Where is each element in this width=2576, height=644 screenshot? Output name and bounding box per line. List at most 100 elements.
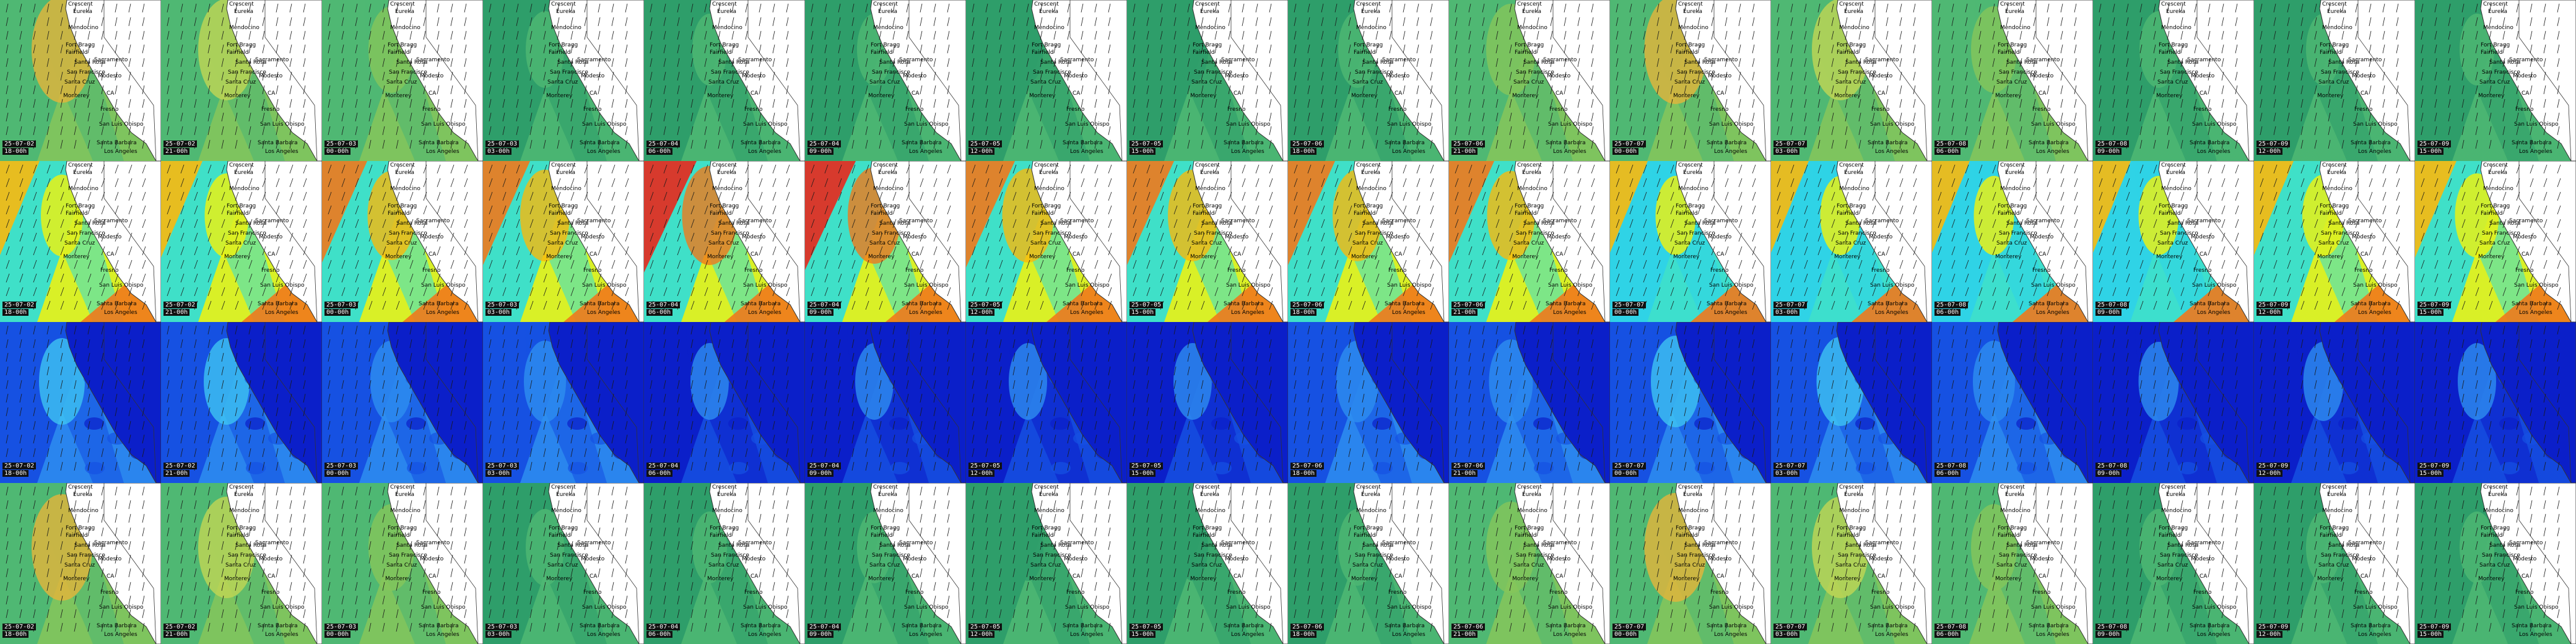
city-label: Eureka [234,170,253,176]
wind-arrow [2112,246,2117,256]
wind-arrow [1160,191,1164,201]
map-tile[interactable]: Crescent Eureka Mendocino Fort Bragg Fairfie… [2093,161,2254,322]
map-tile[interactable]: Crescent Eureka Mendocino Fort Bragg Fairfie… [1127,0,1288,161]
wind-arrow [87,71,90,81]
wind-arrow [19,85,22,95]
wind-arrow [1643,287,1647,297]
wind-arrow [1348,178,1352,188]
wind-arrow [19,273,24,283]
wind-arrow [2300,164,2305,174]
wind-arrow [1965,71,1968,81]
wind-arrow [235,339,238,349]
map-tile[interactable]: Crescent Eureka Mendocino Fort Bragg Fairfie… [1610,161,1771,322]
map-tile[interactable]: Crescent Eureka Mendocino Fort Bragg Fairfie… [483,0,644,161]
wind-arrow [289,407,292,417]
wind-arrow [2341,17,2344,27]
wind-arrow [718,126,721,136]
map-tile[interactable]: Crescent Eureka Mendocino Fort Bragg Fairfie… [322,0,483,161]
wind-arrow [2235,273,2239,283]
map-tile[interactable]: Crescent Eureka Mendocino Fort Bragg Fairfie… [1771,0,1932,161]
map-tile[interactable]: Crescent Eureka Mendocino Fort Bragg Fairfie… [1449,161,1610,322]
time-label: 18-00h [1290,309,1317,316]
wind-arrow [207,393,211,403]
wind-arrow [167,448,170,458]
map-tile[interactable]: Crescent Eureka Mendocino Fort Bragg Fairfie… [1771,161,1932,322]
wind-arrow [650,205,654,215]
map-tile[interactable]: Crescent Eureka Mendocino Fort Bragg Fairfie… [1932,0,2093,161]
map-tile[interactable]: 25-07-02 21-00h [161,322,322,483]
map-tile[interactable]: Crescent Eureka Mendocino Fort Bragg Fairfie… [1932,161,2093,322]
wind-arrow [2153,17,2156,27]
wind-arrow [1616,232,1620,242]
map-tile[interactable]: Crescent Eureka Mendocino Fort Bragg Fairfie… [2254,161,2415,322]
map-tile[interactable]: Crescent Eureka Mendocino Fort Bragg Fairfie… [322,161,483,322]
wind-arrow [115,287,119,297]
map-tile[interactable]: Crescent Eureka Mendocino Fort Bragg Fairfie… [1288,0,1449,161]
map-tile[interactable]: Crescent Eureka Mendocino Fort Bragg Fairfie… [2415,0,2576,161]
date-label: 25-07-08 [1934,302,1969,308]
map-tile[interactable]: Crescent Eureka Mendocino Fort Bragg Fairfie… [0,0,161,161]
wind-arrow [289,273,294,283]
map-tile[interactable]: Crescent Eureka Mendocino Fort Bragg Fairfie… [2415,161,2576,322]
wind-arrow [1307,44,1310,54]
land-mass [1192,0,1288,161]
wind-arrow [851,287,856,297]
wind-arrow [142,3,145,13]
map-tile[interactable]: 25-07-03 03-00h [483,322,644,483]
wind-arrow [489,58,492,67]
wind-arrow [1725,71,1728,81]
map-tile[interactable]: Crescent Eureka Mendocino Fort Bragg Fairfie… [1127,161,1288,322]
map-tile[interactable]: Crescent Eureka Mendocino Fort Bragg Fairfie… [644,161,805,322]
map-tile[interactable]: Crescent Eureka Mendocino Fort Bragg Fairfie… [805,161,966,322]
map-tile[interactable]: Crescent Eureka Mendocino Fort Bragg Fairfie… [805,0,966,161]
city-label: Fresno [2193,107,2212,113]
map-tile[interactable]: Crescent Eureka Mendocino Fort Bragg Fairfie… [966,161,1127,322]
map-tile[interactable]: Crescent Eureka Mendocino Fort Bragg Fairfie… [161,161,322,322]
map-tile[interactable]: Crescent Eureka Mendocino Fort Bragg Fairfie… [966,0,1127,161]
city-label: Santa Rosa [718,59,750,66]
map-tile[interactable]: Crescent Eureka Mendocino Fort Bragg Fairfie… [1288,161,1449,322]
wind-arrow [759,178,763,188]
map-tile[interactable]: Crescent Eureka Mendocino Fort Bragg Fairfie… [1449,0,1610,161]
wind-arrow [2139,98,2143,108]
map-tile[interactable]: 25-07-02 18-00h [0,322,161,483]
wind-arrow [972,205,976,215]
map-tile[interactable]: Crescent Eureka Mendocino Fort Bragg Fairfie… [1610,0,1771,161]
wind-arrow [985,232,990,242]
wind-arrow [811,232,815,242]
wind-arrow [6,407,9,417]
wind-arrow [437,71,440,81]
map-tile[interactable]: Crescent Eureka Mendocino Fort Bragg Fairfie… [483,161,644,322]
wind-arrow [811,287,815,297]
wind-arrow [718,3,721,13]
wind-arrow [1817,232,1822,242]
wind-arrow [2314,139,2317,149]
city-label: Fort Bragg [1837,42,1866,48]
wind-arrow [920,191,924,201]
wind-arrow [811,164,815,174]
wind-arrow [46,164,51,174]
wind-arrow [772,126,775,136]
wind-arrow [1416,98,1419,108]
city-label: Fairfield [1515,50,1537,56]
wind-arrow [1697,98,1700,108]
map-tile[interactable]: Crescent Eureka Mendocino Fort Bragg Fairfie… [0,161,161,322]
wind-arrow [46,246,51,256]
wind-arrow [920,219,924,228]
wind-arrow [529,178,534,188]
wind-arrow [892,126,895,136]
wind-arrow [33,219,37,228]
wind-arrow [46,126,50,136]
map-tile[interactable]: Crescent Eureka Mendocino Fort Bragg Fairfie… [644,0,805,161]
wind-arrow [2300,44,2304,54]
map-tile[interactable]: Crescent Eureka Mendocino Fort Bragg Fairfie… [161,0,322,161]
wind-arrow [1978,232,1983,242]
map-tile[interactable]: Crescent Eureka Mendocino Fort Bragg Fairfie… [2254,0,2415,161]
wind-arrow [2273,178,2278,188]
wind-arrow [1214,219,1219,228]
map-tile[interactable]: 25-07-03 00-00h [322,322,483,483]
map-tile[interactable]: Crescent Eureka Mendocino Fort Bragg Fairfie… [2093,0,2254,161]
wind-arrow [1094,259,1099,269]
wind-arrow [221,3,224,13]
wind-arrow [101,112,104,122]
